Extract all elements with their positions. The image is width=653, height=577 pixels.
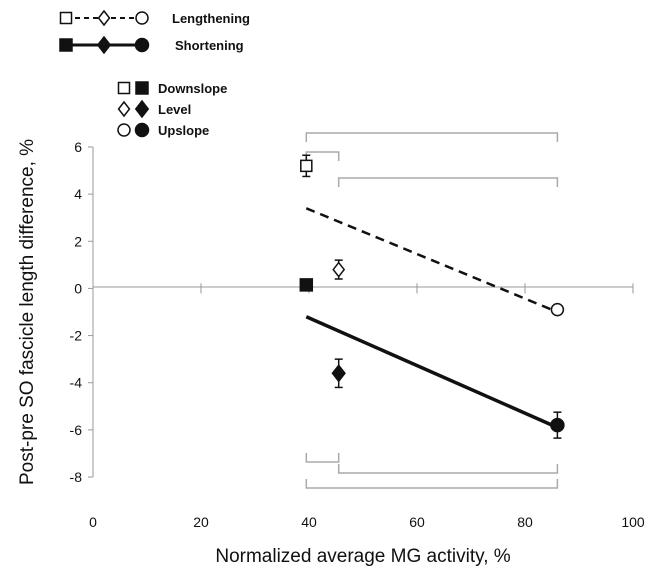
x-tick-label: 100 bbox=[621, 514, 645, 530]
legend-condition: Downslope Level Upslope bbox=[117, 81, 227, 138]
point-lengthening-level bbox=[332, 261, 346, 278]
legend-label-lengthening: Lengthening bbox=[172, 11, 250, 26]
legend-contraction: Lengthening Shortening bbox=[59, 9, 250, 55]
legend-label-downslope: Downslope bbox=[158, 81, 227, 96]
bracket-top bbox=[305, 132, 559, 142]
bracket-top bbox=[337, 177, 559, 187]
y-axis-label: Post-pre SO fascicle length difference, … bbox=[17, 139, 38, 485]
legend-open-square-icon bbox=[117, 81, 131, 95]
y-tick-label: 0 bbox=[74, 280, 82, 296]
fit-line-shortening bbox=[305, 315, 559, 430]
legend-square-icon bbox=[59, 11, 73, 25]
legend-filled-circle-icon bbox=[134, 122, 150, 138]
y-tick-label: -6 bbox=[70, 422, 83, 438]
y-tick-label: 6 bbox=[74, 139, 82, 155]
point-lengthening-upslope bbox=[550, 302, 565, 317]
bracket-bottom bbox=[305, 479, 559, 489]
y-tick-label: -4 bbox=[70, 375, 83, 391]
point-shortening-upslope bbox=[550, 417, 565, 433]
x-axis-label: Normalized average MG activity, % bbox=[215, 546, 510, 567]
x-tick-label: 80 bbox=[517, 514, 533, 530]
legend-open-circle-icon bbox=[117, 123, 131, 137]
legend-filled-square-icon bbox=[135, 81, 149, 95]
data-points bbox=[299, 154, 565, 439]
point-shortening-level bbox=[331, 364, 346, 383]
legend-diamond-icon bbox=[97, 9, 111, 27]
point-lengthening-downslope bbox=[300, 159, 313, 173]
fit-lines bbox=[305, 207, 559, 430]
legend-open-diamond-icon bbox=[117, 100, 131, 118]
legend-square-icon bbox=[59, 38, 73, 52]
y-tick-label: 4 bbox=[74, 186, 82, 202]
x-tick-label: 0 bbox=[89, 514, 97, 530]
bracket-bottom bbox=[305, 453, 340, 463]
axes bbox=[92, 147, 633, 477]
y-tick-label: -2 bbox=[70, 328, 83, 344]
fit-line-lengthening bbox=[305, 207, 558, 314]
y-tick-label: -8 bbox=[70, 469, 83, 485]
legend-diamond-icon bbox=[96, 35, 112, 55]
y-tick-label: 2 bbox=[74, 233, 82, 249]
legend-label-shortening: Shortening bbox=[175, 38, 244, 53]
x-tick-label: 40 bbox=[301, 514, 317, 530]
legend-circle-icon bbox=[134, 37, 150, 53]
x-tick-label: 60 bbox=[409, 514, 425, 530]
bracket-bottom bbox=[337, 464, 559, 474]
legend-label-level: Level bbox=[158, 102, 191, 117]
significance-brackets bbox=[305, 132, 559, 489]
legend-circle-icon bbox=[135, 11, 149, 25]
point-shortening-downslope bbox=[299, 278, 314, 292]
x-tick-label: 20 bbox=[193, 514, 209, 530]
legend-filled-diamond-icon bbox=[134, 99, 150, 119]
legend-label-upslope: Upslope bbox=[158, 123, 209, 138]
